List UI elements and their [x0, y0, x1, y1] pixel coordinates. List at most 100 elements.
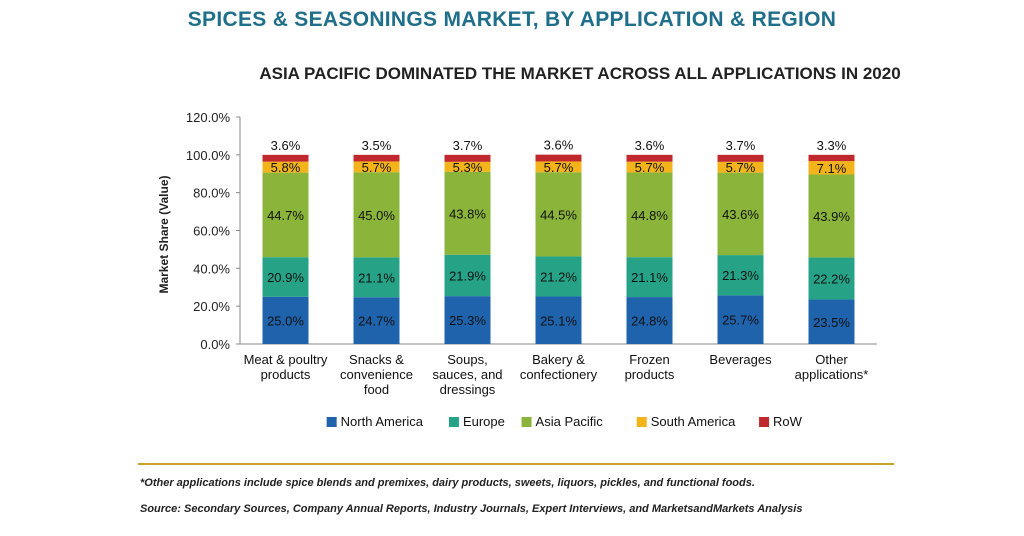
legend-swatch [448, 417, 459, 427]
data-label: 24.7% [358, 314, 395, 329]
data-label: 22.2% [813, 272, 850, 287]
x-tick-label: Beverages [709, 352, 772, 367]
y-tick-label: 100.0% [186, 148, 231, 163]
data-label: 44.8% [631, 208, 668, 223]
data-label: 45.0% [358, 208, 395, 223]
bar-segment-asia-pacific [717, 172, 764, 256]
y-tick-label: 0.0% [200, 337, 230, 352]
bar-segment-south-america [808, 161, 855, 175]
x-tick-label: sauces, and [432, 367, 502, 382]
legend-label: Asia Pacific [536, 414, 604, 429]
bar-segment-north-america [353, 297, 400, 344]
bar-segment-europe [808, 257, 855, 300]
x-tick-label: products [625, 367, 675, 382]
footer-divider [138, 463, 894, 465]
x-tick-label: confectionery [520, 367, 598, 382]
footnote: *Other applications include spice blends… [140, 477, 755, 489]
legend-swatch [521, 417, 532, 427]
page-title: SPICES & SEASONINGS MARKET, BY APPLICATI… [187, 8, 837, 31]
bar-segment-row [444, 154, 491, 162]
data-label: 21.9% [449, 268, 486, 283]
x-tick-label: convenience [340, 367, 413, 382]
legend-label: North America [341, 414, 424, 429]
data-label: 23.5% [813, 315, 850, 330]
data-label: 43.8% [449, 206, 486, 221]
x-tick-label: food [364, 382, 389, 397]
stacked-bar-chart: 0.0% 20.0% 40.0% 60.0% 80.0% 100.0% 120.0% Mark… [157, 110, 877, 429]
legend-swatch [326, 417, 337, 427]
data-label: 25.7% [722, 313, 759, 328]
y-tick-label: 80.0% [193, 186, 230, 201]
legend-swatch [636, 417, 647, 427]
legend-label: South America [651, 414, 736, 429]
data-label: 44.7% [267, 208, 304, 223]
data-label: 25.0% [267, 313, 304, 328]
bar-segment-europe [262, 257, 309, 297]
legend-label: Europe [463, 414, 505, 429]
y-tick-label: 120.0% [186, 110, 231, 125]
bar-segment-south-america [717, 161, 764, 173]
data-label: 3.7% [453, 138, 483, 153]
data-label: 25.1% [540, 313, 577, 328]
x-tick-label: Soups, [447, 352, 487, 367]
bar-segment-south-america [444, 161, 491, 172]
data-label: 43.9% [813, 209, 850, 224]
bar-segment-row [262, 154, 309, 162]
bar-segment-south-america [626, 161, 673, 173]
x-tick-label: applications* [795, 367, 869, 382]
data-label: 21.3% [722, 268, 759, 283]
x-tick-label: products [261, 367, 311, 382]
bar-segment-row [808, 154, 855, 162]
data-label: 3.5% [362, 138, 392, 153]
data-label: 3.7% [726, 138, 756, 153]
bar-segment-asia-pacific [535, 172, 582, 257]
legend-label: RoW [773, 414, 803, 429]
x-tick-label: Snacks & [349, 352, 404, 367]
data-label: 5.7% [635, 160, 665, 175]
bar-segment-europe [626, 257, 673, 298]
bar-segment-south-america [535, 161, 582, 173]
data-label: 5.8% [271, 160, 301, 175]
bar-segment-row [626, 154, 673, 162]
bar-segment-north-america [808, 299, 855, 344]
data-label: 21.2% [540, 269, 577, 284]
bar-segment-north-america [535, 296, 582, 344]
y-tick-label: 20.0% [193, 299, 230, 314]
bar-segment-asia-pacific [626, 172, 673, 258]
bar-segment-asia-pacific [262, 172, 309, 258]
bar-segment-europe [717, 255, 764, 296]
y-tick-label: 60.0% [193, 224, 230, 239]
data-label: 43.6% [722, 207, 759, 222]
data-label: 3.3% [817, 138, 847, 153]
y-tick-label: 40.0% [193, 261, 230, 276]
data-label: 3.6% [544, 138, 574, 153]
bar-segment-south-america [262, 161, 309, 173]
data-label: 5.7% [726, 160, 756, 175]
data-label: 44.5% [540, 207, 577, 222]
x-tick-label: dressings [440, 382, 496, 397]
bar-segment-europe [444, 254, 491, 297]
data-label: 20.9% [267, 270, 304, 285]
data-label: 7.1% [817, 161, 847, 176]
data-label: 5.3% [453, 160, 483, 175]
data-label: 5.7% [362, 160, 392, 175]
data-label: 3.6% [635, 138, 665, 153]
data-label: 25.3% [449, 313, 486, 328]
bar-segment-asia-pacific [353, 172, 400, 258]
bar-segment-north-america [626, 297, 673, 344]
data-label: 24.8% [631, 314, 668, 329]
bar-segment-north-america [262, 296, 309, 344]
data-label: 3.6% [271, 138, 301, 153]
bar-segment-south-america [353, 161, 400, 173]
bar-segment-asia-pacific [808, 174, 855, 258]
bar-segment-north-america [717, 295, 764, 344]
bar-segment-asia-pacific [444, 171, 491, 255]
x-tick-label: Other [815, 352, 848, 367]
y-axis-title: Market Share (Value) [157, 175, 171, 293]
chart-subtitle: ASIA PACIFIC DOMINATED THE MARKET ACROSS… [259, 64, 901, 83]
data-label: 21.1% [358, 270, 395, 285]
bar-segment-north-america [444, 296, 491, 344]
data-label: 21.1% [631, 270, 668, 285]
x-tick-label: Meat & poultry [244, 352, 328, 367]
bar-segment-row [535, 154, 582, 162]
